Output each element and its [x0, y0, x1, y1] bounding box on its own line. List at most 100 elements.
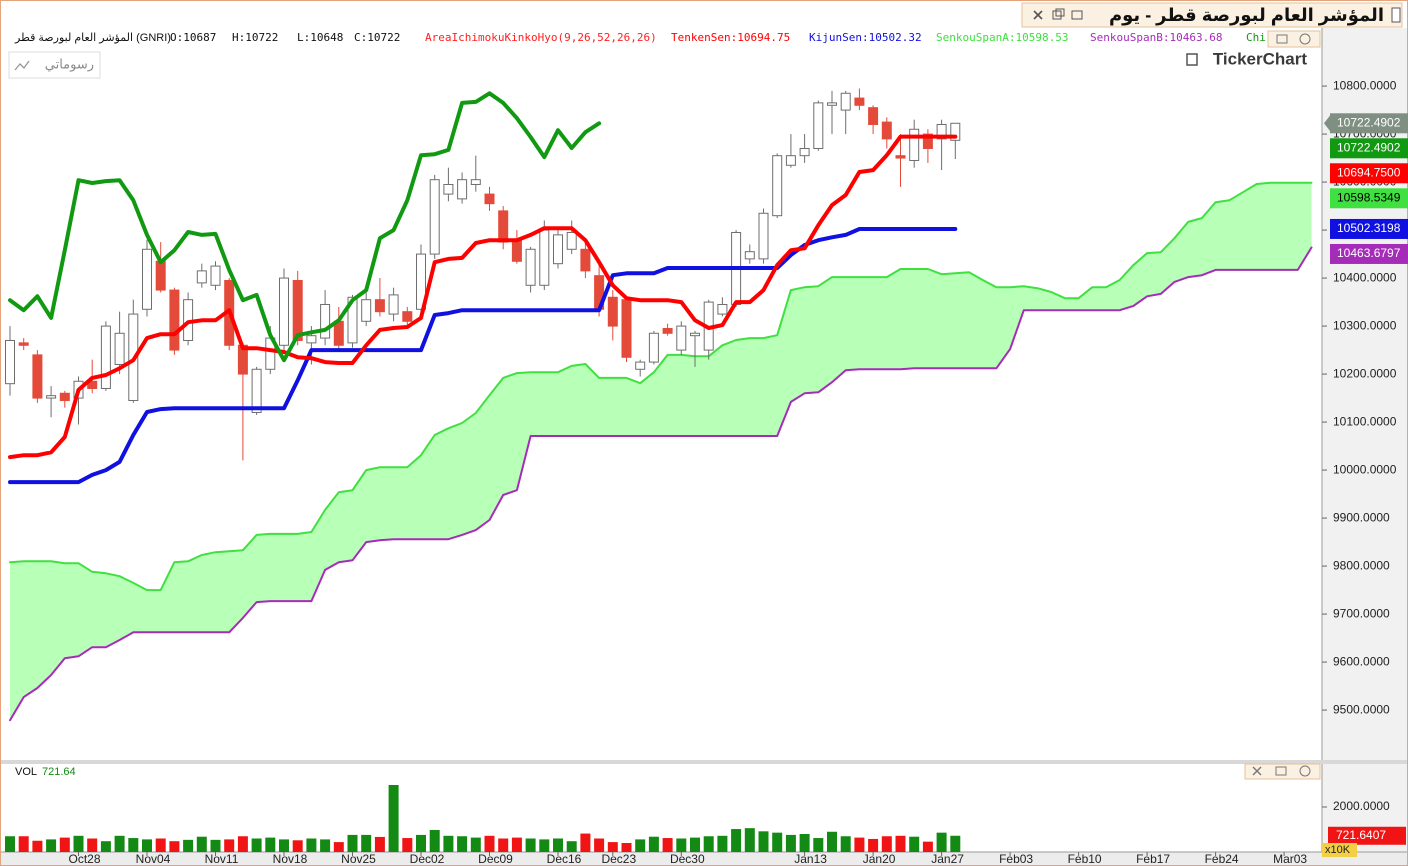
- volume-bar: [32, 840, 43, 852]
- settings-button[interactable]: [1299, 33, 1311, 45]
- y-tick-label: 10300.0000: [1333, 318, 1397, 332]
- candle-body: [306, 335, 317, 344]
- button-label: رسوماتي: [45, 56, 94, 72]
- maximize-button[interactable]: [1275, 766, 1287, 776]
- candle-body: [813, 102, 824, 149]
- x-tick-label: Feb03: [999, 852, 1033, 866]
- candle-body: [470, 179, 481, 185]
- maximize-button[interactable]: [1276, 34, 1288, 44]
- candle-body: [566, 231, 577, 250]
- icon-stroke: [1052, 10, 1062, 20]
- volume-bar: [457, 836, 468, 852]
- x-tick-label: Oct28: [68, 852, 100, 866]
- info-text: H:10722: [232, 31, 278, 44]
- y-tick-label: 10200.0000: [1333, 366, 1397, 380]
- candle-body: [772, 155, 783, 217]
- x-tick-label: Dec02: [410, 852, 445, 866]
- volume-bar: [155, 838, 166, 852]
- candle-body: [909, 128, 920, 161]
- close-button[interactable]: [1033, 10, 1043, 20]
- last-value-label: 721.6407: [1336, 828, 1386, 842]
- candle-body: [18, 342, 29, 346]
- volume-bar: [895, 835, 906, 852]
- y-tick-label: 9900.0000: [1333, 510, 1390, 524]
- icon-stroke: [1055, 8, 1065, 17]
- x-tick-label: Jan27: [931, 852, 964, 866]
- candle-body: [854, 97, 865, 106]
- x-tick-label: Feb10: [1068, 852, 1102, 866]
- y-tick-label: 10400.0000: [1333, 270, 1397, 284]
- y-tick-label: 9600.0000: [1333, 654, 1390, 668]
- volume-bar: [731, 829, 742, 852]
- volume-bar: [676, 838, 687, 852]
- candle-body: [155, 260, 166, 291]
- candle-body: [922, 133, 933, 149]
- last-value-box: [1330, 188, 1408, 209]
- y-tick-label: 10800.0000: [1333, 78, 1397, 92]
- volume-bar: [169, 841, 180, 852]
- candle-body: [621, 299, 632, 358]
- volume-bar: [539, 839, 550, 852]
- volume-bar: [292, 840, 303, 852]
- x-tick-label: Nov25: [341, 852, 376, 866]
- x-tick-label: Dec16: [547, 852, 582, 866]
- volume-bar: [607, 842, 618, 852]
- candle-body: [46, 395, 57, 399]
- volume-bar: [429, 829, 440, 852]
- candle-body: [662, 327, 673, 334]
- volume-bar: [525, 838, 536, 852]
- volume-bar: [402, 838, 413, 852]
- volume-label: VOL: [15, 766, 37, 778]
- volume-bar: [717, 835, 728, 852]
- restore-button[interactable]: [1052, 8, 1065, 20]
- volume-bar: [251, 838, 262, 852]
- checkbox[interactable]: [1391, 7, 1401, 23]
- candle-body: [635, 361, 646, 370]
- volume-bar: [950, 835, 961, 852]
- panel-close-button[interactable]: [1252, 766, 1262, 776]
- volume-bar: [73, 835, 84, 852]
- last-value-arrow: [1324, 114, 1331, 133]
- candle-body: [196, 270, 207, 284]
- candle-body: [251, 368, 262, 413]
- legend-entry: SenkouSpanB:10463.68: [1090, 31, 1222, 44]
- info-text: L:10648: [297, 31, 343, 44]
- volume-bar: [59, 837, 70, 852]
- candle-body: [402, 311, 413, 322]
- volume-bar: [388, 784, 399, 852]
- watermark-icon: [1186, 53, 1198, 66]
- x-tick-label: Feb17: [1136, 852, 1170, 866]
- candle-body: [758, 212, 769, 260]
- volume-bar: [224, 839, 235, 852]
- volume-bar: [785, 834, 796, 852]
- volume-bar: [5, 836, 15, 852]
- candle-body: [676, 325, 687, 351]
- volume-bar: [100, 841, 111, 852]
- candle-body: [169, 289, 180, 351]
- window-title: المؤشر العام لبورصة قطر - يوم: [1109, 5, 1384, 26]
- detach-button[interactable]: [1071, 10, 1083, 20]
- price-plot: [5, 88, 1313, 722]
- panel-controls: [1267, 30, 1321, 48]
- volume-bar: [361, 834, 372, 852]
- last-value-box: [1328, 826, 1406, 845]
- volume-bar: [237, 836, 248, 852]
- volume-bar: [690, 837, 700, 852]
- y-tick-label: 10000.0000: [1333, 462, 1397, 476]
- drawings-button[interactable]: رسوماتي: [8, 51, 101, 79]
- candle-body: [388, 294, 399, 315]
- cloud: [10, 182, 1312, 721]
- volume-bar: [854, 837, 865, 852]
- last-value-box: [1330, 243, 1408, 264]
- volume-bar: [758, 831, 769, 852]
- settings-button[interactable]: [1299, 765, 1311, 777]
- volume-bar: [265, 837, 276, 852]
- volume-bar: [868, 838, 879, 852]
- candle-body: [443, 183, 454, 195]
- candle-body: [361, 299, 372, 322]
- volume-bar: [498, 838, 509, 852]
- overlay: المؤشر العام لبورصة قطر (GNRI) O:10687 H:1…: [14, 31, 1408, 866]
- legend-entry: Chi: [1246, 31, 1266, 44]
- candle-body: [539, 229, 550, 286]
